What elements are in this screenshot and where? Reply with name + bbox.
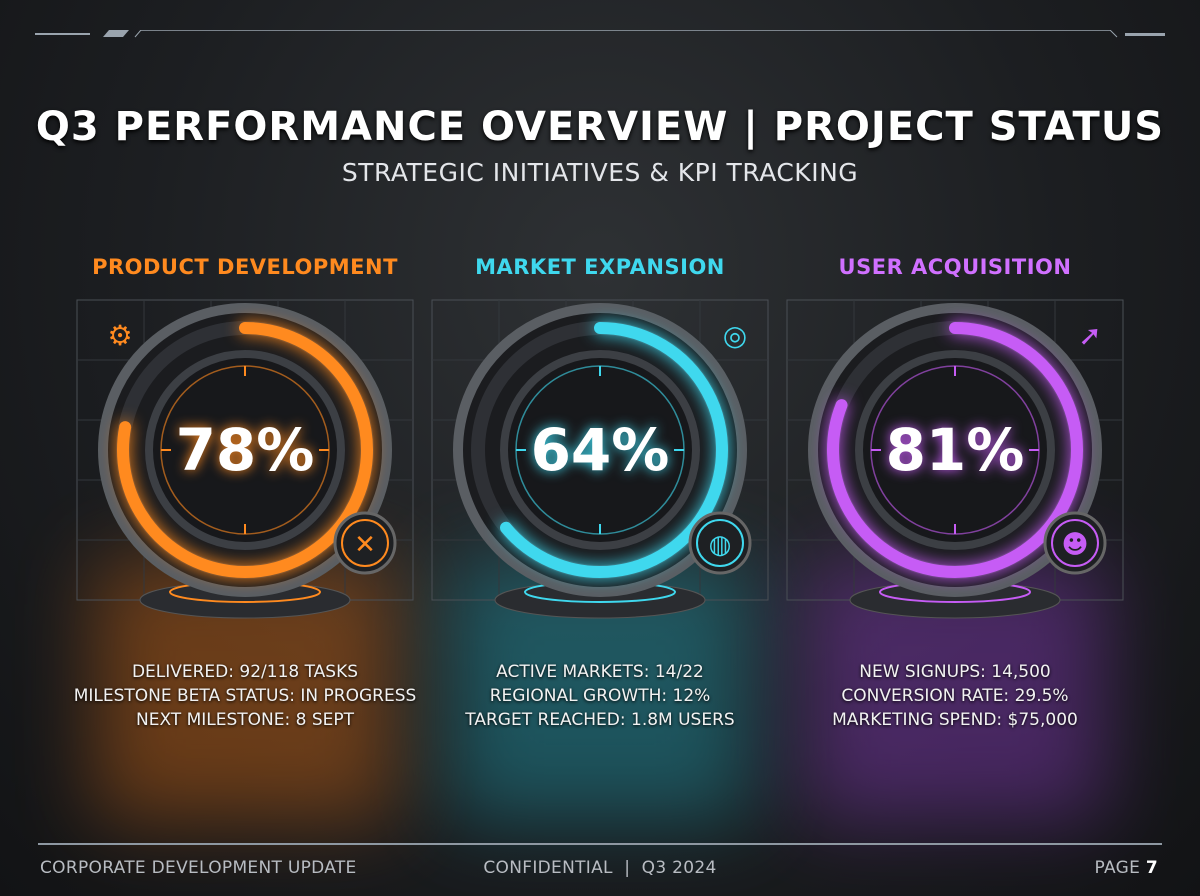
badge-circle — [333, 511, 397, 575]
badge-circle — [688, 511, 752, 575]
panel-title: MARKET EXPANSION — [475, 255, 725, 279]
panel-product-development: PRODUCT DEVELOPMENT 78% ✕ ⚙ DELIVERED: 92/… — [65, 255, 425, 730]
stat-line: ACTIVE MARKETS: 14/22 — [496, 662, 704, 682]
footer-left: CORPORATE DEVELOPMENT UPDATE — [40, 858, 357, 878]
stat-line: NEXT MILESTONE: 8 SEPT — [135, 710, 355, 730]
page-number: 7 — [1145, 858, 1158, 878]
badge-ring — [1051, 519, 1099, 567]
panel-title: PRODUCT DEVELOPMENT — [92, 255, 398, 279]
rocket-icon: ➚ — [1078, 319, 1101, 352]
page-title: Q3 PERFORMANCE OVERVIEW | PROJECT STATUS — [35, 104, 1165, 150]
progress-gauge: 78% ✕ ⚙ — [76, 299, 414, 619]
progress-gauge: 64% ◍ ◎ — [431, 299, 769, 619]
panel-market-expansion: MARKET EXPANSION 64% ◍ ◎ ACTIVE MARKETS: 1… — [420, 255, 780, 730]
footer-center: CONFIDENTIAL | Q3 2024 — [483, 858, 717, 878]
tools-icon: ✕ — [354, 530, 376, 560]
top-decorative-line — [35, 30, 1165, 38]
progress-gauge: 81% ☻ ➚ — [786, 299, 1124, 619]
inner-ring — [145, 350, 345, 550]
badge-ring — [341, 519, 389, 567]
stat-line: NEW SIGNUPS: 14,500 — [859, 662, 1051, 682]
inner-ring — [855, 350, 1055, 550]
percent-label: 81% — [886, 416, 1025, 484]
stat-line: CONVERSION RATE: 29.5% — [841, 686, 1069, 706]
panel-title: USER ACQUISITION — [838, 255, 1072, 279]
percent-label: 78% — [176, 416, 315, 484]
percent-label: 64% — [531, 416, 670, 484]
globe-refresh-icon: ◎ — [723, 319, 747, 352]
gear-wrench-icon: ⚙ — [107, 319, 132, 352]
progress-arc — [827, 322, 1083, 578]
page-subtitle: STRATEGIC INITIATIVES & KPI TRACKING — [341, 158, 859, 187]
stat-line: TARGET REACHED: 1.8M USERS — [465, 710, 735, 730]
progress-arc — [499, 322, 728, 578]
footer-right: PAGE 7 — [1095, 858, 1158, 878]
progress-arc — [117, 322, 373, 578]
badge-ring — [696, 519, 744, 567]
stat-line: REGIONAL GROWTH: 12% — [489, 686, 711, 706]
globe-icon: ◍ — [709, 530, 732, 560]
inner-ring — [500, 350, 700, 550]
footer-divider — [38, 843, 1162, 845]
footer-page-label: PAGE — [1094, 858, 1141, 878]
stat-line: DELIVERED: 92/118 TASKS — [131, 662, 359, 682]
badge-circle — [1043, 511, 1107, 575]
stat-line: MARKETING SPEND: $75,000 — [832, 710, 1078, 730]
panel-user-acquisition: USER ACQUISITION 81% ☻ ➚ NEW SIGNUPS: 14,5… — [775, 255, 1135, 730]
stat-line: MILESTONE BETA STATUS: IN PROGRESS — [73, 686, 417, 706]
users-icon: ☻ — [1061, 530, 1088, 560]
